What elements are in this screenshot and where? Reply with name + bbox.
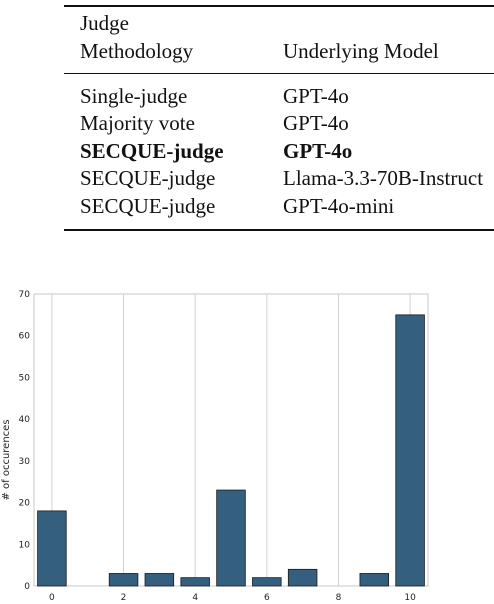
bar-x-7 <box>287 568 318 587</box>
x-tick-4: 4 <box>192 593 198 603</box>
row-1-model: GPT-4o <box>283 84 349 108</box>
y-tick-70: 70 <box>19 290 31 300</box>
y-tick-30: 30 <box>19 457 31 467</box>
y-tick-20: 20 <box>19 499 31 509</box>
y-tick-0: 0 <box>24 582 30 592</box>
occurrence-bar-chart: 0 10 20 30 40 50 60 70 0 2 4 6 8 10 # of occurences <box>1 290 429 603</box>
row-3-methodology: SECQUE-judge <box>80 139 224 163</box>
row-5-methodology: SECQUE-judge <box>80 194 216 218</box>
table-bottom-rule <box>64 229 494 231</box>
x-tick-labels: 0 2 4 6 8 10 <box>49 593 416 603</box>
y-tick-60: 60 <box>19 332 31 342</box>
bar-x-6 <box>252 577 282 587</box>
header-underlying-model: Underlying Model <box>283 39 439 63</box>
row-4-model: Llama-3.3-70B-Instruct <box>283 166 484 190</box>
header-methodology-line1: Judge <box>80 11 129 35</box>
bar-x-10 <box>395 314 425 587</box>
row-5-model: GPT-4o-mini <box>283 194 395 218</box>
row-3-model: GPT-4o <box>283 139 353 163</box>
x-tick-0: 0 <box>49 593 55 603</box>
y-tick-10: 10 <box>19 540 31 550</box>
table-top-rule <box>64 5 494 7</box>
row-1-methodology: Single-judge <box>80 84 188 108</box>
bars <box>37 314 425 587</box>
bar-x-9 <box>359 573 390 587</box>
y-tick-50: 50 <box>19 373 31 383</box>
bar-x-4 <box>180 577 210 587</box>
table-header-rule <box>64 73 494 74</box>
bar-x-3 <box>144 573 175 587</box>
x-tick-6: 6 <box>264 593 270 603</box>
y-tick-labels: 0 10 20 30 40 50 60 70 <box>19 290 31 592</box>
y-axis-label: # of occurences <box>1 419 12 500</box>
row-2-model: GPT-4o <box>283 111 349 135</box>
results-table: Judge Methodology Underlying Model Singl… <box>64 0 494 232</box>
x-tick-8: 8 <box>336 593 342 603</box>
bar-x-0 <box>37 510 67 587</box>
header-methodology-line2: Methodology <box>80 39 194 63</box>
y-tick-40: 40 <box>19 415 31 425</box>
x-tick-2: 2 <box>121 593 127 603</box>
x-tick-10: 10 <box>404 593 416 603</box>
row-4-methodology: SECQUE-judge <box>80 166 216 190</box>
bar-x-5 <box>216 489 246 587</box>
bar-x-2 <box>108 573 139 587</box>
row-2-methodology: Majority vote <box>80 111 195 135</box>
